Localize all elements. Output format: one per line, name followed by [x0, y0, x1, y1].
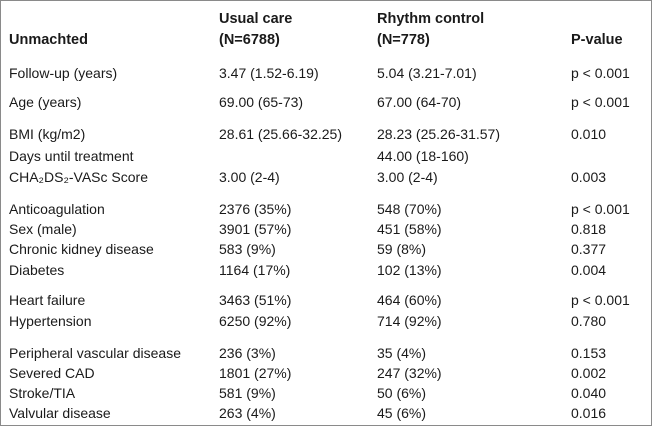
- pvalue-value: 0.780: [571, 313, 607, 329]
- row-label: Hypertension: [9, 313, 92, 329]
- usual-care-value: 69.00 (65-73): [219, 94, 304, 110]
- row-label: Anticoagulation: [9, 201, 105, 217]
- pvalue-value: 0.004: [571, 262, 607, 278]
- usual-care-value: 583 (9%): [219, 241, 276, 257]
- table-title: Unmachted: [9, 32, 88, 48]
- usual-care-n: (N=6788): [219, 32, 280, 48]
- row-label: CHA₂DS₂-VASc Score: [9, 169, 148, 185]
- usual-care-value: 28.61 (25.66-32.25): [219, 126, 342, 142]
- usual-care-value: 3.00 (2-4): [219, 169, 280, 185]
- pvalue-value: 0.818: [571, 221, 607, 237]
- row-label: Diabetes: [9, 262, 65, 278]
- usual-care-value: 6250 (92%): [219, 313, 292, 329]
- rhythm-control-header: Rhythm control: [377, 11, 485, 27]
- pvalue-value: p < 0.001: [571, 94, 630, 110]
- pvalue-value: p < 0.001: [571, 201, 630, 217]
- rhythm-control-value: 44.00 (18-160): [377, 148, 469, 164]
- pvalue-value: 0.016: [571, 405, 607, 421]
- usual-care-value: 236 (3%): [219, 345, 276, 361]
- row-label: BMI (kg/m2): [9, 126, 86, 142]
- usual-care-value: 3463 (51%): [219, 292, 292, 308]
- usual-care-header: Usual care: [219, 11, 293, 27]
- rhythm-control-value: 102 (13%): [377, 262, 442, 278]
- row-label: Peripheral vascular disease: [9, 345, 181, 361]
- rhythm-control-value: 464 (60%): [377, 292, 442, 308]
- usual-care-value: 3901 (57%): [219, 221, 292, 237]
- row-label: Days until treatment: [9, 148, 134, 164]
- rhythm-control-value: 3.00 (2-4): [377, 169, 438, 185]
- row-label: Stroke/TIA: [9, 385, 76, 401]
- rhythm-control-value: 714 (92%): [377, 313, 442, 329]
- usual-care-value: 263 (4%): [219, 405, 276, 421]
- row-label: Chronic kidney disease: [9, 241, 154, 257]
- row-label: Sex (male): [9, 221, 77, 237]
- row-label: Age (years): [9, 94, 82, 110]
- row-label: Severed CAD: [9, 365, 95, 381]
- pvalue-value: 0.002: [571, 365, 607, 381]
- row-label: Valvular disease: [9, 405, 111, 421]
- usual-care-value: 1801 (27%): [219, 365, 292, 381]
- rhythm-control-value: 451 (58%): [377, 221, 442, 237]
- pvalue-value: p < 0.001: [571, 292, 630, 308]
- rhythm-control-value: 50 (6%): [377, 385, 427, 401]
- rhythm-control-value: 45 (6%): [377, 405, 427, 421]
- rhythm-control-value: 247 (32%): [377, 365, 442, 381]
- pvalue-value: 0.040: [571, 385, 607, 401]
- row-label: Heart failure: [9, 292, 86, 308]
- usual-care-value: 581 (9%): [219, 385, 276, 401]
- rhythm-control-value: 5.04 (3.21-7.01): [377, 65, 477, 81]
- rhythm-control-value: 67.00 (64-70): [377, 94, 462, 110]
- pvalue-header: P-value: [571, 32, 623, 48]
- pvalue-value: 0.010: [571, 126, 607, 142]
- row-label: Follow-up (years): [9, 65, 118, 81]
- pvalue-value: p < 0.001: [571, 65, 630, 81]
- pvalue-value: 0.377: [571, 241, 607, 257]
- rhythm-control-value: 59 (8%): [377, 241, 427, 257]
- usual-care-value: 1164 (17%): [219, 262, 291, 278]
- pvalue-value: 0.003: [571, 169, 607, 185]
- rhythm-control-value: 28.23 (25.26-31.57): [377, 126, 500, 142]
- rhythm-control-n: (N=778): [377, 32, 430, 48]
- rhythm-control-value: 35 (4%): [377, 345, 427, 361]
- usual-care-value: 3.47 (1.52-6.19): [219, 65, 319, 81]
- usual-care-value: 2376 (35%): [219, 201, 292, 217]
- pvalue-value: 0.153: [571, 345, 607, 361]
- rhythm-control-value: 548 (70%): [377, 201, 442, 217]
